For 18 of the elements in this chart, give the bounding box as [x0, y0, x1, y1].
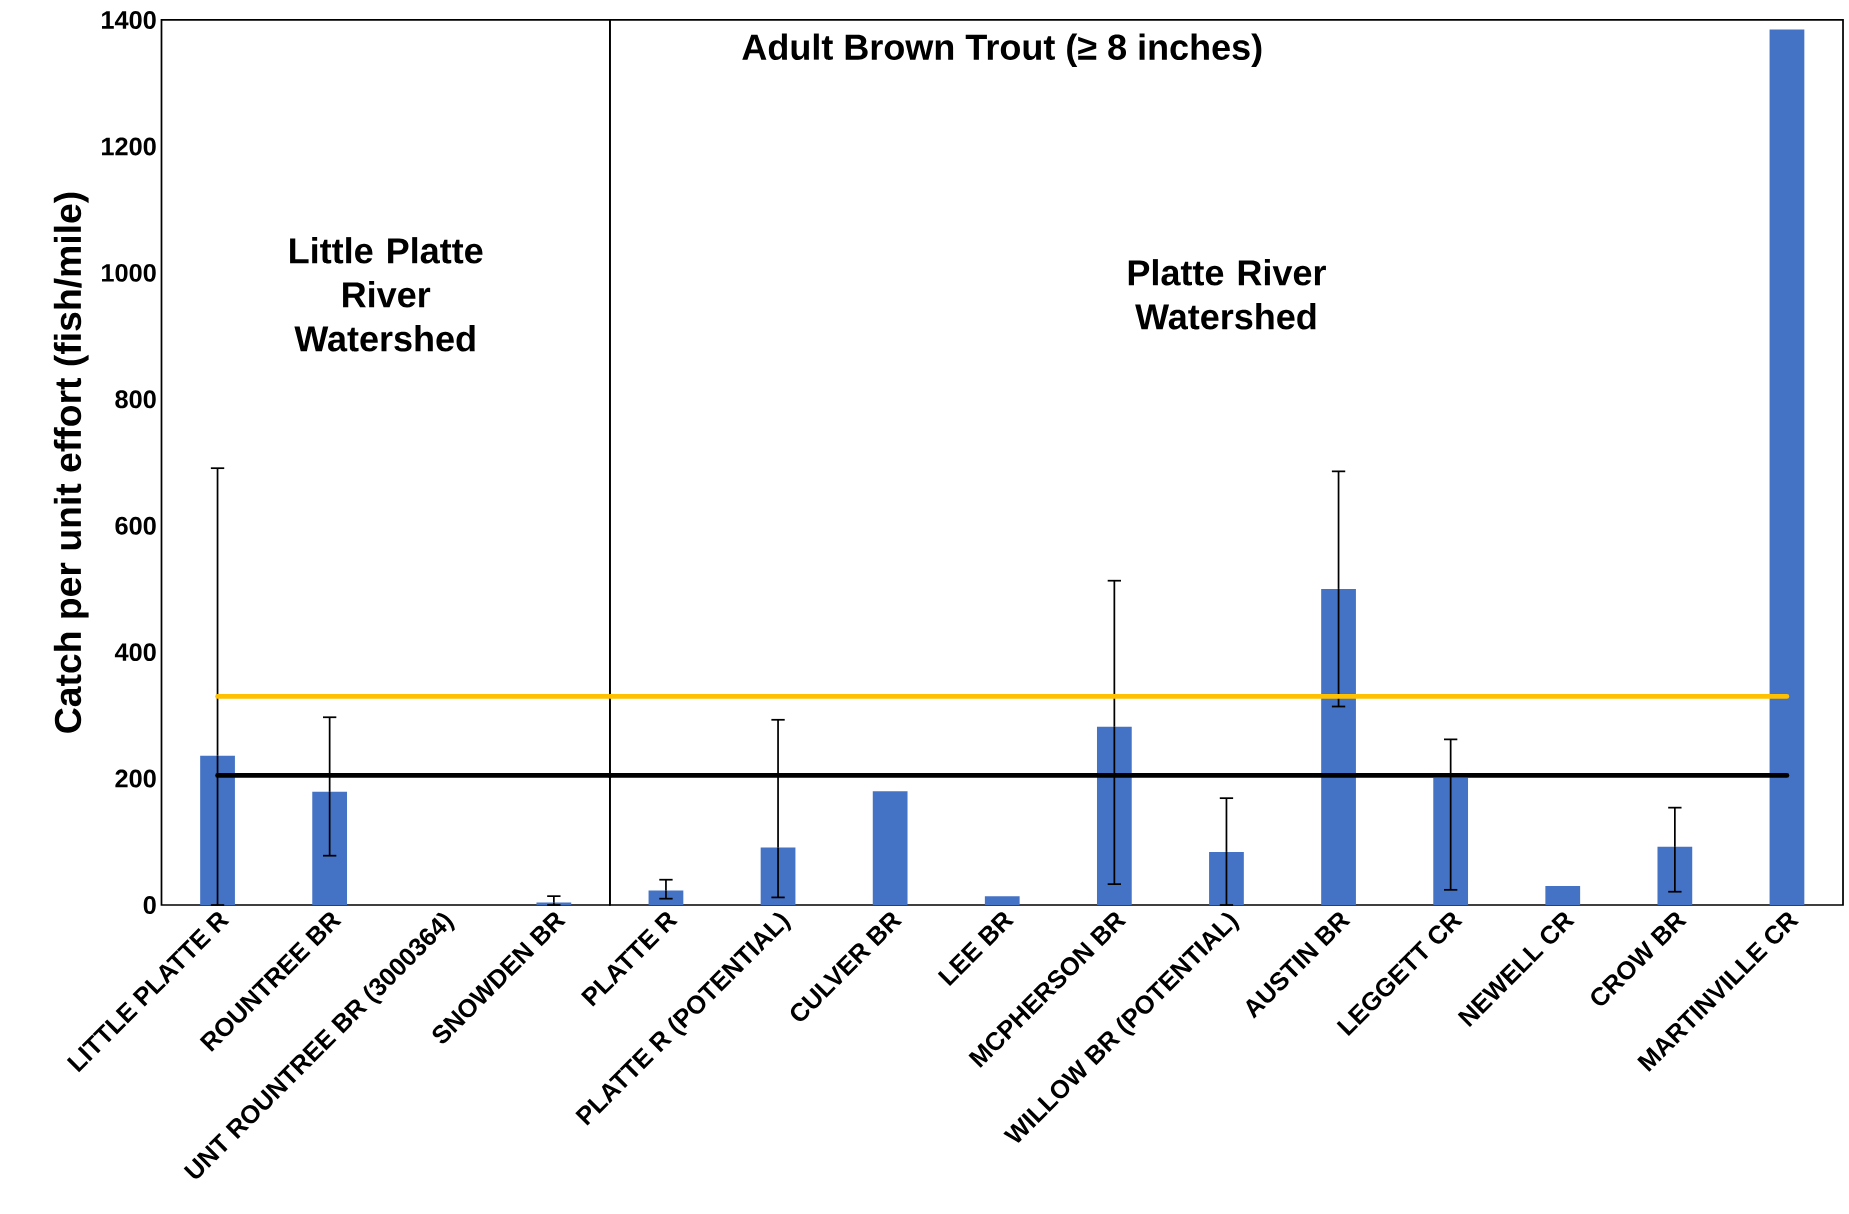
y-axis-title: Catch per unit effort (fish/mile)	[53, 192, 89, 733]
y-tick-label: 800	[115, 390, 156, 409]
y-tick-label: 1000	[102, 263, 156, 282]
bar	[872, 791, 908, 905]
y-tick-label: 1400	[102, 11, 156, 29]
y-tick-label: 400	[114, 643, 156, 662]
y-tick-label: 1200	[102, 137, 156, 156]
bar	[1769, 29, 1805, 905]
y-tick-label: 200	[115, 769, 156, 788]
annotation: Platte River Watershed	[1128, 259, 1326, 330]
y-tick-label: 600	[115, 516, 156, 535]
bar	[1321, 588, 1356, 905]
bar	[984, 896, 1020, 905]
y-tick-label: 0	[143, 896, 156, 914]
chart-title: Adult Brown Trout (≥ 8 inches)	[742, 33, 1262, 68]
bar	[648, 890, 684, 905]
annotation: Little Platte River Watershed	[290, 237, 483, 352]
bar	[1545, 886, 1581, 905]
